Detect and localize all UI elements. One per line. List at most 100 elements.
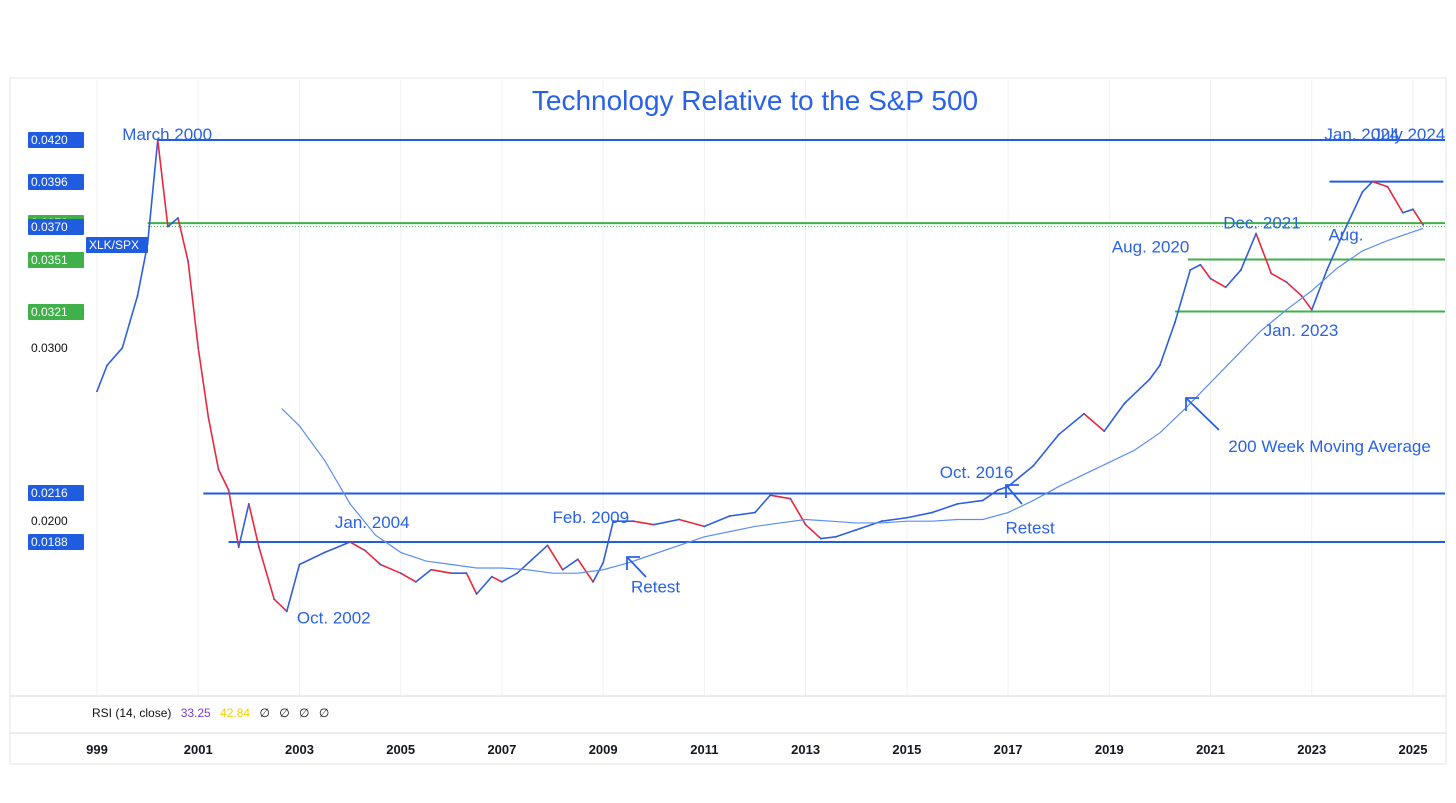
price-point-46 bbox=[789, 497, 792, 500]
annotation-5: Aug. 2020 bbox=[1112, 238, 1190, 257]
price-point-72 bbox=[1270, 272, 1273, 275]
price-segment-62 bbox=[1103, 402, 1126, 432]
price-point-32 bbox=[531, 558, 534, 561]
x-tick-label-0: 999 bbox=[86, 742, 108, 757]
price-segment-1 bbox=[96, 364, 108, 393]
price-segment-78 bbox=[1341, 191, 1364, 237]
price-segment-80 bbox=[1371, 180, 1389, 188]
price-point-19 bbox=[323, 551, 326, 554]
price-segment-48 bbox=[804, 523, 822, 540]
price-segment-34 bbox=[546, 544, 564, 571]
price-point-34 bbox=[561, 568, 564, 571]
arrow-head-1 bbox=[1005, 484, 1019, 498]
price-point-53 bbox=[931, 511, 934, 514]
price-segment-3 bbox=[121, 295, 139, 349]
price-point-69 bbox=[1224, 286, 1227, 289]
price-segment-55 bbox=[956, 499, 984, 505]
price-point-9 bbox=[197, 347, 200, 349]
price-point-70 bbox=[1240, 269, 1242, 271]
price-point-48 bbox=[819, 537, 822, 540]
price-point-21 bbox=[364, 549, 367, 552]
annotation-7: 200 Week Moving Average bbox=[1228, 437, 1431, 456]
price-segment-72 bbox=[1255, 232, 1273, 275]
rsi-value-2: 42.84 bbox=[220, 706, 251, 720]
price-segment-22 bbox=[364, 549, 382, 566]
price-point-42 bbox=[703, 525, 706, 528]
price-point-16 bbox=[273, 598, 276, 601]
price-segment-71 bbox=[1240, 232, 1257, 271]
price-point-76 bbox=[1326, 269, 1328, 271]
price-segment-38 bbox=[602, 520, 615, 564]
price-point-3 bbox=[136, 295, 139, 297]
price-segment-24 bbox=[399, 572, 417, 583]
price-point-47 bbox=[804, 523, 807, 526]
price-point-82 bbox=[1412, 208, 1414, 211]
price-segment-41 bbox=[652, 518, 680, 526]
price-segment-5 bbox=[146, 139, 159, 245]
price-point-64 bbox=[1159, 364, 1161, 367]
price-segment-19 bbox=[298, 551, 326, 566]
price-segment-23 bbox=[379, 563, 402, 574]
price-segment-44 bbox=[728, 511, 756, 517]
price-point-75 bbox=[1310, 308, 1313, 311]
x-tick-label-13: 2025 bbox=[1399, 742, 1428, 757]
price-segment-31 bbox=[501, 572, 518, 583]
symbol-tag: XLK/SPX bbox=[86, 236, 148, 253]
price-segment-56 bbox=[981, 489, 999, 502]
price-segment-8 bbox=[177, 217, 189, 263]
price-point-77 bbox=[1341, 234, 1344, 237]
price-point-18 bbox=[298, 563, 301, 566]
price-point-20 bbox=[349, 541, 351, 543]
x-tick-label-4: 2007 bbox=[487, 742, 516, 757]
annotation-4: Aug. bbox=[1328, 226, 1363, 245]
price-segment-21 bbox=[349, 541, 367, 552]
price-segment-65 bbox=[1159, 321, 1176, 367]
price-segment-76 bbox=[1310, 269, 1328, 311]
annotation-12: Retest bbox=[631, 577, 680, 596]
price-point-71 bbox=[1255, 232, 1257, 235]
price-label-7: 0.0188 bbox=[28, 534, 84, 550]
price-point-11 bbox=[217, 468, 220, 471]
price-segment-64 bbox=[1149, 364, 1161, 380]
horizontal-levels bbox=[147, 139, 1445, 543]
x-tick-label-11: 2021 bbox=[1196, 742, 1225, 757]
price-point-54 bbox=[956, 502, 959, 505]
price-point-24 bbox=[414, 580, 417, 583]
price-segment-43 bbox=[703, 515, 731, 528]
price-label-1: 0.0396 bbox=[28, 173, 84, 190]
price-segment-4 bbox=[136, 243, 149, 297]
price-segment-83 bbox=[1412, 208, 1424, 226]
price-point-39 bbox=[632, 520, 635, 523]
axis-price-0: 0.0300 bbox=[31, 340, 68, 355]
price-point-33 bbox=[546, 544, 549, 547]
x-tick-label-12: 2023 bbox=[1297, 742, 1326, 757]
chart-grid bbox=[9, 77, 1447, 765]
price-point-41 bbox=[678, 518, 680, 521]
arrow-line-1 bbox=[1005, 484, 1023, 505]
price-point-83 bbox=[1422, 224, 1425, 226]
price-point-25 bbox=[430, 568, 432, 571]
price-label-0: 0.0420 bbox=[28, 132, 84, 148]
price-segment-53 bbox=[906, 511, 933, 519]
price-point-31 bbox=[516, 572, 519, 575]
price-segment-82 bbox=[1402, 208, 1414, 214]
annotation-6: Jan. 2023 bbox=[1264, 321, 1339, 340]
rsi-null-4: ∅ bbox=[318, 706, 330, 720]
price-point-45 bbox=[769, 494, 772, 497]
price-segment-75 bbox=[1300, 295, 1313, 311]
price-point-73 bbox=[1285, 281, 1288, 283]
price-segment-63 bbox=[1123, 378, 1151, 405]
price-point-61 bbox=[1103, 430, 1106, 433]
price-segment-13 bbox=[227, 489, 240, 548]
price-point-60 bbox=[1083, 412, 1085, 415]
price-segment-45 bbox=[754, 494, 771, 514]
price-segment-61 bbox=[1083, 412, 1106, 432]
price-point-13 bbox=[237, 546, 240, 549]
price-point-7 bbox=[177, 217, 179, 219]
rsi-value-1: 33.25 bbox=[180, 706, 211, 720]
price-segment-20 bbox=[323, 541, 351, 554]
chart-frame bbox=[9, 77, 1447, 765]
price-segment-32 bbox=[516, 558, 534, 574]
